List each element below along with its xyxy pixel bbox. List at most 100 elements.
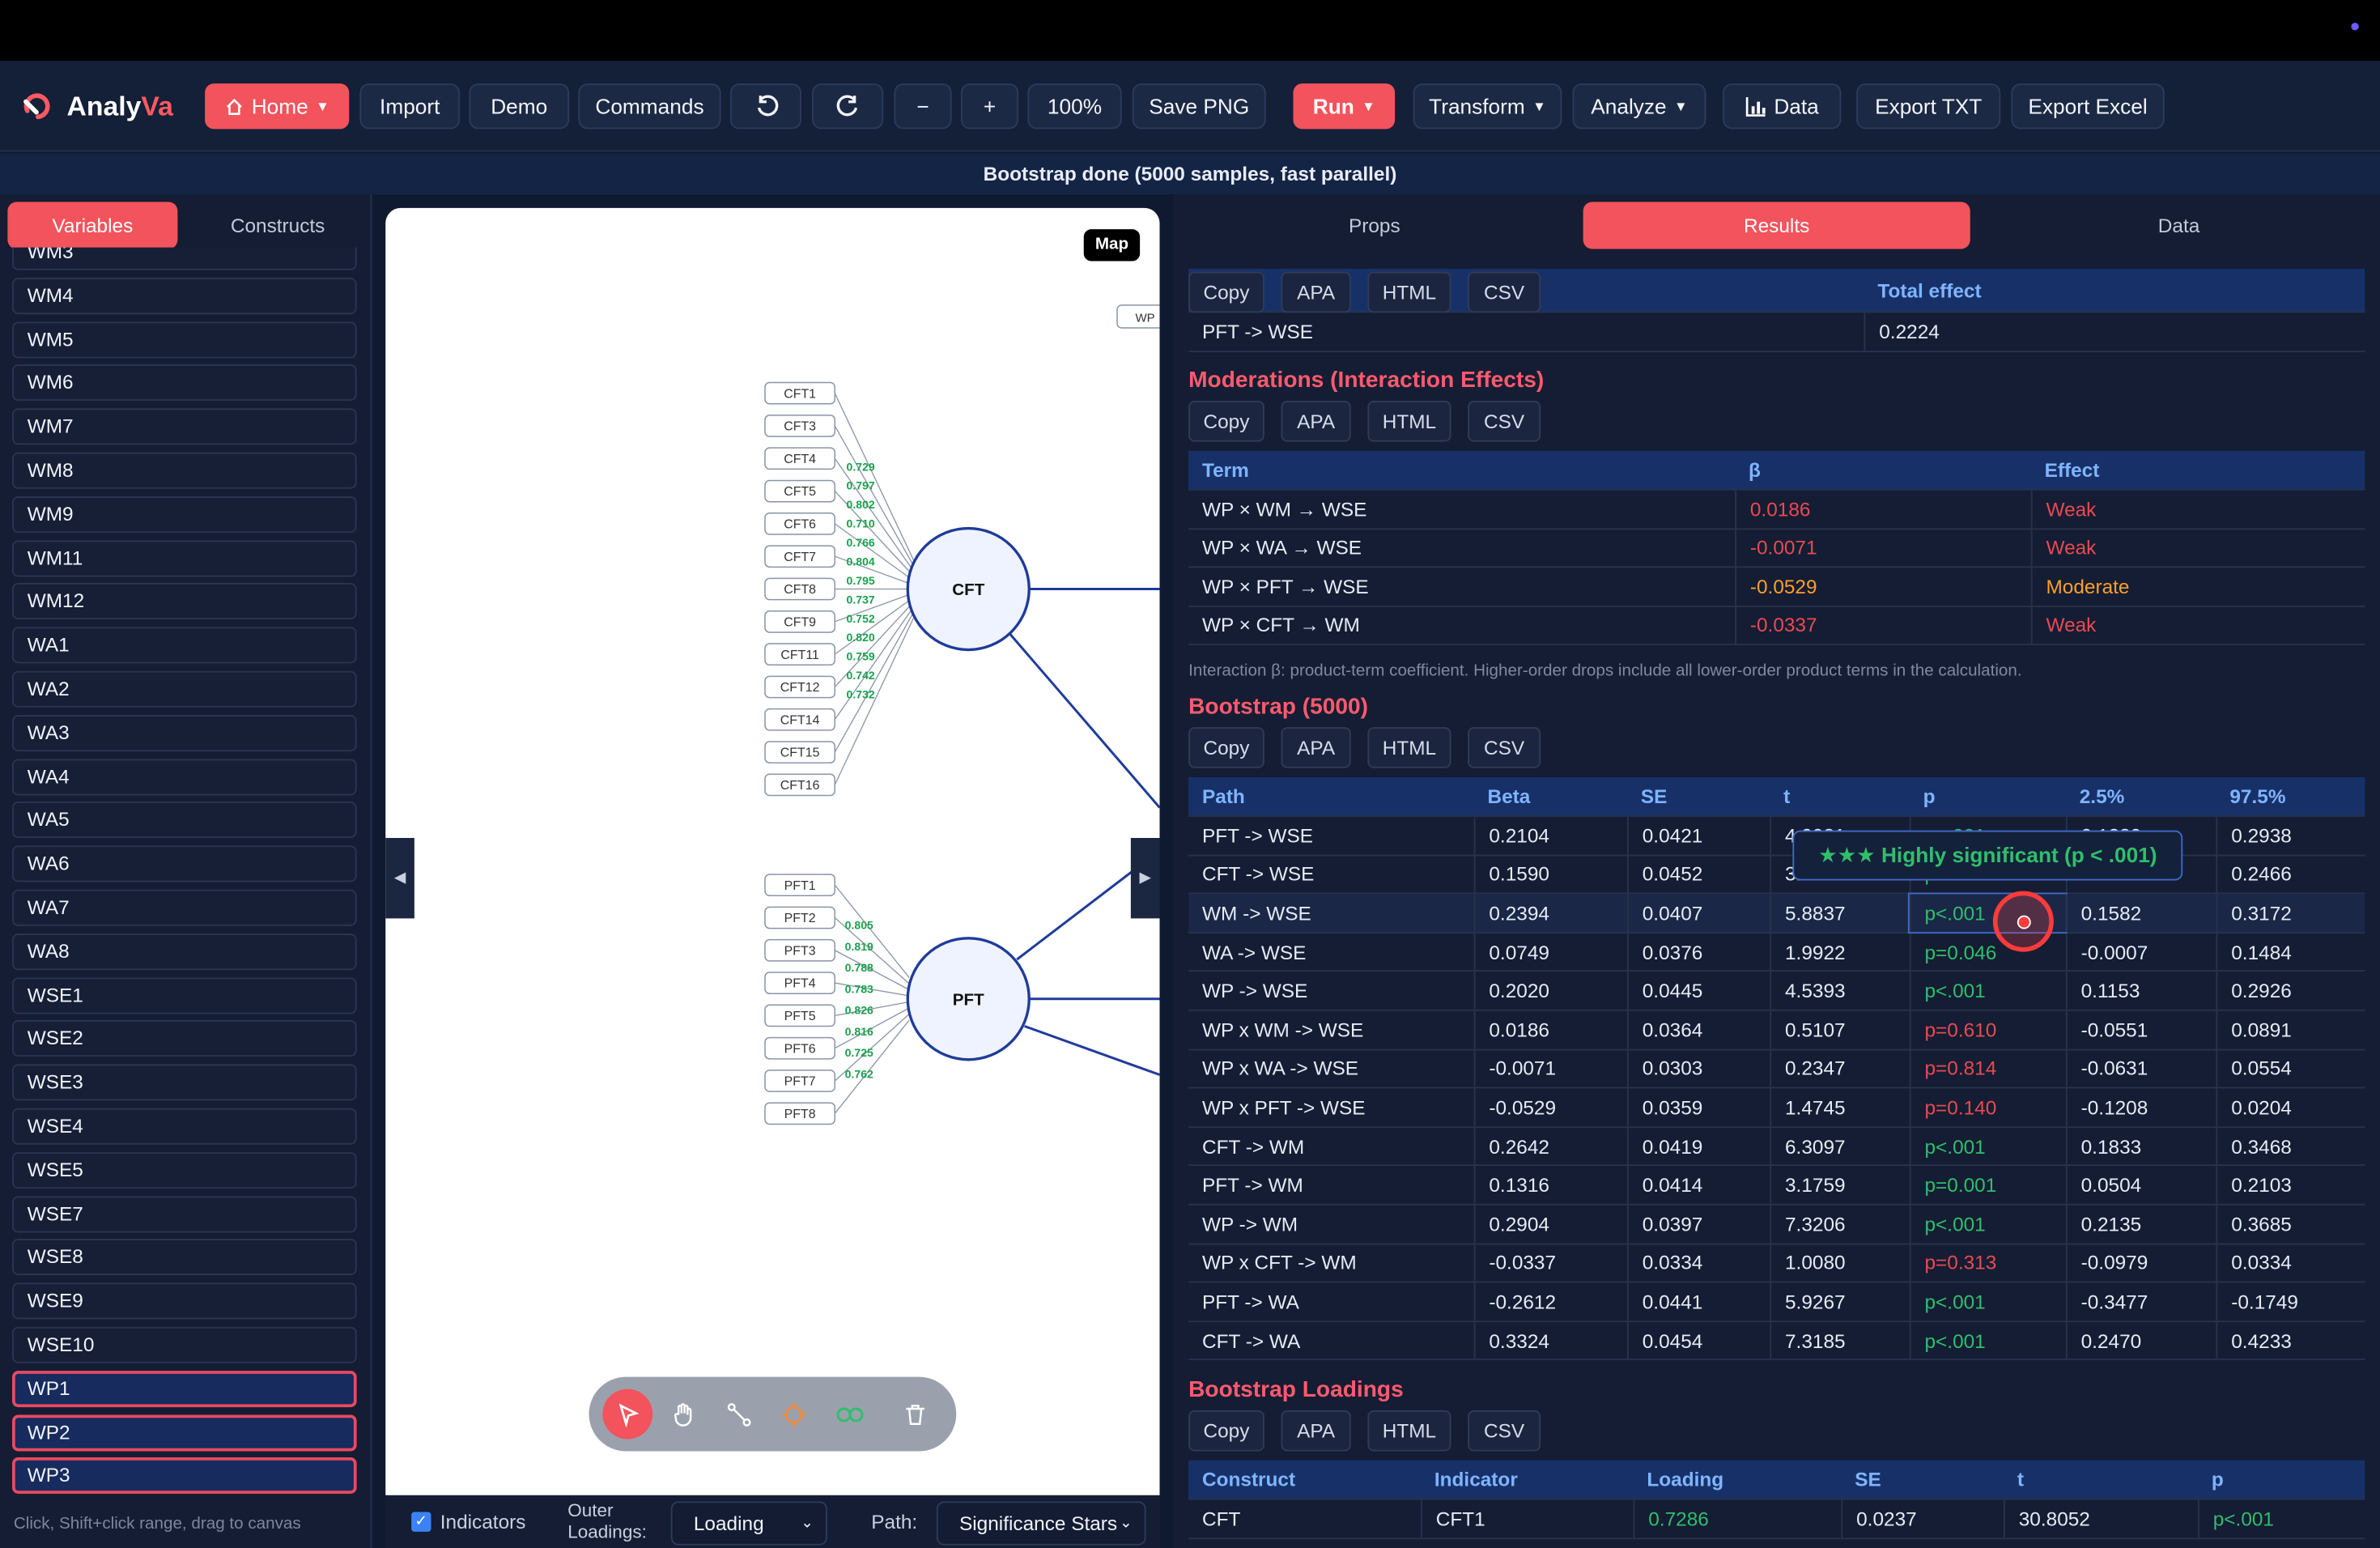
commands-button[interactable]: Commands <box>578 83 721 130</box>
delete-tool-button[interactable] <box>890 1389 940 1440</box>
variable-item[interactable]: WM4 <box>12 277 357 314</box>
zoom-in-button[interactable]: + <box>960 83 1019 130</box>
select-tool-button[interactable] <box>602 1389 653 1440</box>
path-diagram[interactable]: WP CFT1 CFT3 CFT4 CFT5 CFT6 CFT7 CFT8 CFT9 CFT11 C… <box>385 208 1160 1495</box>
outer-loadings-select[interactable]: Loading ⌄ <box>670 1501 827 1546</box>
tab-constructs[interactable]: Constructs <box>230 214 325 237</box>
variable-item[interactable]: WM11 <box>12 539 357 576</box>
bootstrap-table-row[interactable]: WA -> WSE 0.0749 0.0376 1.9922 p=0.046 -0.000… <box>1188 933 2365 972</box>
variable-item[interactable]: WM12 <box>12 583 357 620</box>
path-display-select[interactable]: Significance Stars ⌄ <box>936 1501 1146 1546</box>
undo-button[interactable] <box>729 83 801 130</box>
bootstrap-table-row[interactable]: WP x PFT -> WSE -0.0529 0.0359 1.4745 p=0.14… <box>1188 1088 2365 1128</box>
export-txt-button[interactable]: Export TXT <box>1856 83 2001 130</box>
moderation-tool-button[interactable] <box>824 1389 874 1440</box>
variable-item[interactable]: WSE5 <box>12 1151 357 1189</box>
data-button[interactable]: Data <box>1723 83 1842 130</box>
html-button[interactable]: HTML <box>1367 727 1451 768</box>
indicators-checkbox[interactable]: ✓ <box>411 1512 431 1532</box>
bootstrap-table-row[interactable]: PFT -> WM 0.1316 0.0414 3.1759 p=0.001 0.0504… <box>1188 1166 2365 1206</box>
moderation-table-row[interactable]: WP × WA → WSE -0.0071 Weak <box>1188 529 2365 568</box>
bootstrap-table-row[interactable]: WP -> WM 0.2904 0.0397 7.3206 p<.001 0.2135 0.… <box>1188 1205 2365 1244</box>
pan-tool-button[interactable] <box>659 1389 709 1440</box>
html-button[interactable]: HTML <box>1367 401 1451 442</box>
variable-item[interactable]: WA2 <box>12 670 357 708</box>
variable-item[interactable]: WP2 <box>12 1414 357 1451</box>
analyze-button[interactable]: Analyze ▼ <box>1572 83 1706 130</box>
variable-item[interactable]: WA6 <box>12 845 357 882</box>
bootstrap-table-row[interactable]: WP x WA -> WSE -0.0071 0.0303 0.2347 p=0.814… <box>1188 1049 2365 1089</box>
apa-button[interactable]: APA <box>1281 401 1351 442</box>
loadings-table-row[interactable]: CFT CFT1 0.7286 0.0237 30.8052 p<.001 <box>1188 1499 2365 1539</box>
tab-props[interactable]: Props <box>1348 214 1400 237</box>
demo-button[interactable]: Demo <box>469 83 570 130</box>
variable-item[interactable]: WSE4 <box>12 1108 357 1145</box>
csv-button[interactable]: CSV <box>1468 271 1541 313</box>
copy-button[interactable]: Copy <box>1188 1410 1264 1452</box>
html-button[interactable]: HTML <box>1367 1410 1451 1452</box>
csv-button[interactable]: CSV <box>1468 727 1541 768</box>
csv-button[interactable]: CSV <box>1468 1410 1541 1452</box>
variable-item[interactable]: WM5 <box>12 321 357 358</box>
tab-data[interactable]: Data <box>2157 214 2200 237</box>
copy-button[interactable]: Copy <box>1188 727 1264 768</box>
apa-button[interactable]: APA <box>1281 727 1351 768</box>
model-canvas[interactable]: WP CFT1 CFT3 CFT4 CFT5 CFT6 CFT7 CFT8 CFT9 CFT11 C… <box>385 207 1160 1495</box>
variable-item[interactable]: WM7 <box>12 408 357 445</box>
variable-item[interactable]: WSE9 <box>12 1282 357 1320</box>
map-button[interactable]: Map <box>1083 229 1141 262</box>
results-content[interactable]: PFT -> WM 0.1316 Total effect Copy APA HTML CS… <box>1181 258 2373 1548</box>
variable-item[interactable]: WP1 <box>12 1370 357 1407</box>
variable-item[interactable]: WSE7 <box>12 1195 357 1232</box>
transform-button[interactable]: Transform ▼ <box>1413 83 1562 130</box>
bootstrap-table-row[interactable]: CFT -> WSE0.15900.04523.5177p<.0010.0712… <box>1188 855 2365 895</box>
tab-results[interactable]: Results <box>1583 202 1970 249</box>
variable-item[interactable]: WA1 <box>12 627 357 664</box>
variable-item[interactable]: WA4 <box>12 758 357 795</box>
html-button[interactable]: HTML <box>1367 271 1451 313</box>
variable-item[interactable]: WA8 <box>12 933 357 970</box>
bootstrap-table-row[interactable]: WM -> WSE 0.2394 0.0407 5.8837 p<.001 0.1582 0… <box>1188 892 2365 933</box>
bootstrap-table-row[interactable]: WP -> WSE 0.2020 0.0445 4.5393 p<.001 0.1153 0… <box>1188 972 2365 1011</box>
variable-item[interactable]: WSE2 <box>12 1020 357 1057</box>
variable-item[interactable]: WM3 <box>12 247 357 270</box>
connect-tool-button[interactable] <box>713 1389 763 1440</box>
bootstrap-table-row[interactable]: PFT -> WSE0.21040.04214.9981p<.0010.1289… <box>1188 816 2365 856</box>
csv-button[interactable]: CSV <box>1468 401 1541 442</box>
variable-item[interactable]: WA5 <box>12 802 357 839</box>
export-excel-button[interactable]: Export Excel <box>2011 83 2165 130</box>
zoom-out-button[interactable]: − <box>894 83 952 130</box>
apa-button[interactable]: APA <box>1281 1410 1351 1452</box>
variable-item[interactable]: WSE8 <box>12 1239 357 1276</box>
variable-item[interactable]: WP3 <box>12 1457 357 1495</box>
variable-item[interactable]: WSE3 <box>12 1064 357 1101</box>
redo-button[interactable] <box>812 83 884 130</box>
copy-button[interactable]: Copy <box>1188 271 1264 313</box>
variable-item[interactable]: WSE1 <box>12 976 357 1014</box>
construct-tool-button[interactable] <box>768 1389 818 1440</box>
variable-list[interactable]: WM3 WM4 WM5 WM6 WM7 WM8 WM9 WM11 WM12 WA1 WA2 WA3 WA… <box>12 247 359 1511</box>
bootstrap-table-row[interactable]: PFT -> WA -0.2612 0.0441 5.9267 p<.001 -0.347… <box>1188 1282 2365 1322</box>
variable-item[interactable]: WSE10 <box>12 1326 357 1363</box>
bootstrap-table-row[interactable]: WP x CFT -> WM -0.0337 0.0334 1.0080 p=0.313… <box>1188 1244 2365 1283</box>
save-png-button[interactable]: Save PNG <box>1132 83 1266 130</box>
bootstrap-table-row[interactable]: CFT -> WM 0.2642 0.0419 6.3097 p<.001 0.1833 0… <box>1188 1127 2365 1167</box>
variable-item[interactable]: WM6 <box>12 364 357 402</box>
bootstrap-table-row[interactable]: WP x WM -> WSE 0.0186 0.0364 0.5107 p=0.610-… <box>1188 1010 2365 1050</box>
copy-button[interactable]: Copy <box>1188 401 1264 442</box>
zoom-level[interactable]: 100% <box>1027 83 1122 130</box>
variable-item[interactable]: WM9 <box>12 495 357 533</box>
total-effect-row[interactable]: PFT -> WSE 0.2224 <box>1188 313 2365 352</box>
tab-variables[interactable]: Variables <box>7 202 178 249</box>
collapse-left-button[interactable]: ◀ <box>385 838 414 919</box>
import-button[interactable]: Import <box>359 83 461 130</box>
variable-item[interactable]: WM8 <box>12 452 357 489</box>
run-button[interactable]: Run ▼ <box>1293 83 1396 130</box>
variable-item[interactable]: WA3 <box>12 714 357 751</box>
variable-item[interactable]: WA7 <box>12 889 357 926</box>
moderation-table-row[interactable]: WP × PFT → WSE -0.0529 Moderate <box>1188 568 2365 607</box>
apa-button[interactable]: APA <box>1281 271 1351 313</box>
moderation-table-row[interactable]: WP × WM → WSE 0.0186 Weak <box>1188 490 2365 529</box>
collapse-right-button[interactable]: ▶ <box>1130 838 1160 919</box>
bootstrap-table-row[interactable]: CFT -> WA 0.3324 0.0454 7.3185 p<.001 0.2470 0… <box>1188 1321 2365 1361</box>
